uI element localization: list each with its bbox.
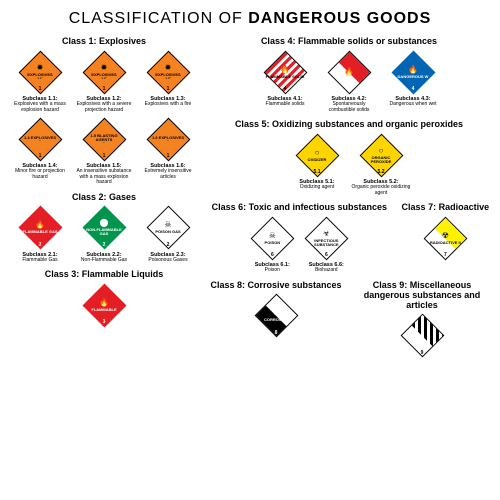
placard-label: INFECTIOUS SUBSTANCE (304, 239, 348, 247)
placard-item: 🔥FLAMMABLE GAS2Subclass 2.1:Flammable Ga… (10, 206, 70, 264)
class-number: 4 (348, 86, 351, 92)
placard-item: ○ORGANIC PEROXIDE5.2Subclass 5.2:Organic… (351, 133, 411, 196)
hazard-icon: ☠ (269, 232, 276, 240)
hazard-icon: ☢ (442, 232, 449, 240)
subclass-desc: Extremely insensitive articles (138, 169, 198, 180)
subclass-desc: Poison (265, 268, 280, 274)
class-number: 4 (284, 86, 287, 92)
placard-item: 🔥FLAMMABLE 3 (74, 283, 134, 329)
hazard-icon: ✹ (165, 64, 172, 72)
subclass-desc: Spontaneously combustible solids (319, 102, 379, 113)
class-number: 2 (103, 242, 106, 248)
class-number: 9 (421, 350, 424, 356)
placard-item: ☢RADIOACTIVE II 7 (420, 216, 470, 262)
main-title: CLASSIFICATION OF DANGEROUS GOODS (8, 10, 492, 28)
subclass-desc: Minor fire or projection hazard (10, 169, 70, 180)
placard-item: 🔥DANGEROUS W4Subclass 4.3:Dangerous when… (383, 50, 443, 113)
class-number: 2 (39, 242, 42, 248)
subclass-desc: Explosives with a mass explosion hazard (10, 102, 70, 113)
subclass-desc: Biohazard (315, 268, 338, 274)
class-number: 8 (275, 330, 278, 336)
placard-label: POISON GAS (153, 230, 182, 234)
placard-label: POISON (263, 241, 283, 245)
subclass-desc: Poisonous Gases (148, 258, 187, 264)
subclass-desc: Explosives with a severe projection haza… (74, 102, 134, 113)
placard-item: ✹EXPLOSIVES1.2*1Subclass 1.2:Explosives … (74, 50, 134, 113)
subclass-desc: Organic peroxide oxidizing agent (351, 185, 411, 196)
class-number: 2 (167, 242, 170, 248)
subclass-desc: An insensitive substance with a mass exp… (74, 169, 134, 186)
subclass-desc: Oxidizing agent (300, 185, 334, 191)
hazard-icon: ✹ (101, 64, 108, 72)
class-2: Class 2: Gases 🔥FLAMMABLE GAS2Subclass 2… (8, 192, 200, 264)
placard-label: OXIDIZER (306, 158, 329, 162)
class-8: Class 8: Corrosive substances ⚗CORROSIVE… (206, 280, 346, 360)
placard-item: 1.5 BLASTING AGENTS*1Subclass 1.5:An ins… (74, 117, 134, 186)
hazard-icon: ☣ (323, 230, 330, 238)
placard-item: ✹EXPLOSIVES1.3*1Subclass 1.3:Explosives … (138, 50, 198, 113)
subclass-desc: Dangerous when wet (390, 102, 437, 108)
placard-label: DANGEROUS W (396, 75, 431, 79)
placard-item: ☣INFECTIOUS SUBSTANCE6Subclass 6.6:Bioha… (301, 216, 351, 274)
class-4: Class 4: Flammable solids or substances … (206, 36, 492, 113)
class-number: 6 (325, 252, 328, 258)
placard-item: 1.6 EXPLOSIVES*1Subclass 1.6:Extremely i… (138, 117, 198, 186)
class-number: 1 (39, 86, 42, 92)
class-number: 1 (39, 153, 42, 159)
hazard-icon: ✹ (37, 64, 44, 72)
placard-label: FLAMMABLE GAS (20, 230, 59, 234)
class-3: Class 3: Flammable Liquids 🔥FLAMMABLE3 (8, 269, 200, 329)
subclass-desc: Explosives with a fire (145, 102, 192, 108)
class-number: 3 (103, 319, 106, 325)
hazard-icon: ⬤ (100, 219, 109, 227)
subclass-desc: Flammable solids (266, 102, 305, 108)
placard-item: ○OXIDIZER5.1Subclass 5.1:Oxidizing agent (287, 133, 347, 196)
class-9: Class 9: Miscellaneous dangerous substan… (352, 280, 492, 360)
class-5: Class 5: Oxidizing substances and organi… (206, 119, 492, 196)
hazard-icon: 🔥 (344, 68, 354, 76)
placard-label: NON-FLAMMABLE GAS (82, 228, 126, 236)
placard-item: ☠POISON6Subclass 6.1:Poison (247, 216, 297, 274)
placard-item: 🔥FLAMMABLE SOLID4Subclass 4.1:Flammable … (255, 50, 315, 113)
hazard-icon: ○ (379, 147, 384, 155)
placard-item: ✹EXPLOSIVES1.1*1Subclass 1.1:Explosives … (10, 50, 70, 113)
class-number: 4 (412, 86, 415, 92)
hazard-icon: ○ (315, 149, 320, 157)
hazard-icon: 🔥 (99, 299, 109, 307)
hazard-icon: ☠ (164, 221, 171, 229)
placard-item: 9 (397, 314, 447, 360)
placard-label: FLAMMABLE (89, 308, 118, 312)
class-number: 5.2 (378, 169, 385, 175)
hazard-icon: 🔥 (408, 66, 418, 74)
placard-label: ORGANIC PEROXIDE (359, 156, 403, 164)
hazard-icon: 🔥 (35, 221, 45, 229)
class-number: 1 (103, 153, 106, 159)
hazard-icon: ⚗ (272, 309, 279, 317)
subclass-desc: Non-Flammable Gas (81, 258, 127, 264)
placard-label: FLAMMABLE SOLID (264, 75, 307, 79)
class-number: 1 (103, 86, 106, 92)
placard-item: 🔥4Subclass 4.2:Spontaneously combustible… (319, 50, 379, 113)
subclass-desc: Flammable Gas (22, 258, 57, 264)
content: Class 1: Explosives ✹EXPLOSIVES1.1*1Subc… (8, 36, 492, 366)
placard-item: 1.4 EXPLOSIVES*1Subclass 1.4:Minor fire … (10, 117, 70, 186)
class-number: 5.1 (314, 169, 321, 175)
class-6: Class 6: Toxic and infectious substances… (206, 202, 393, 274)
placard-label: CORROSIVE (262, 318, 290, 322)
class-number: 6 (271, 252, 274, 258)
class-7: Class 7: Radioactive ☢RADIOACTIVE II7 (399, 202, 492, 274)
placard-item: ⬤NON-FLAMMABLE GAS2Subclass 2.2:Non-Flam… (74, 206, 134, 264)
class-1: Class 1: Explosives ✹EXPLOSIVES1.1*1Subc… (8, 36, 200, 186)
placard-item: ☠POISON GAS2Subclass 2.3:Poisonous Gases (138, 206, 198, 264)
class-number: 7 (444, 252, 447, 258)
class-number: 1 (167, 153, 170, 159)
class-number: 1 (167, 86, 170, 92)
placard-label: RADIOACTIVE II (428, 241, 463, 245)
placard-item: ⚗CORROSIVE 8 (251, 294, 301, 340)
hazard-icon: 🔥 (280, 66, 290, 74)
